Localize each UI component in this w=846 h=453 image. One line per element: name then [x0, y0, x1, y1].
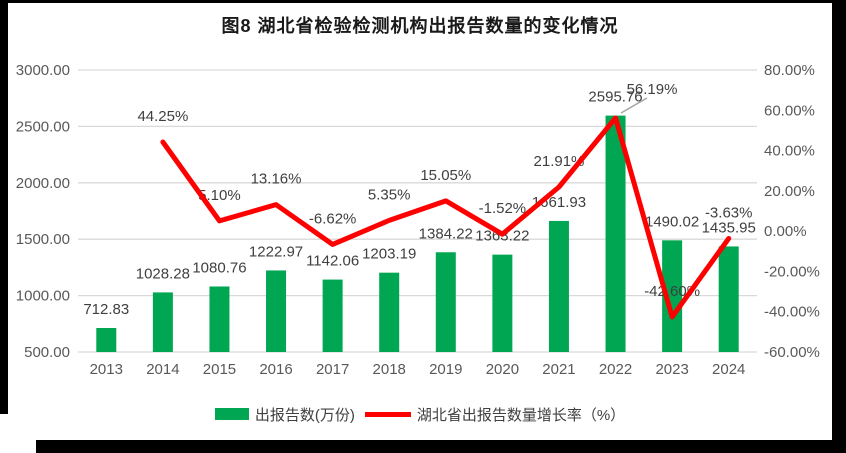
- bar-label: 1142.06: [306, 253, 359, 270]
- right-axis-tick-label: 20.00%: [764, 183, 815, 200]
- left-axis-tick-label: 2000.00: [16, 175, 70, 192]
- line-label: 21.91%: [534, 153, 585, 170]
- bar-2015: [209, 286, 230, 352]
- bar-2021: [548, 220, 569, 352]
- right-axis-tick-label: 40.00%: [764, 143, 815, 160]
- x-axis-label: 2022: [599, 361, 632, 378]
- left-axis-tick-label: 2500.00: [16, 118, 70, 135]
- line-label: 15.05%: [420, 167, 471, 184]
- bar-label: 1222.97: [249, 243, 303, 260]
- right-axis-tick-label: -20.00%: [764, 263, 820, 280]
- leader-line: [620, 97, 648, 114]
- frame-top-border: [0, 0, 846, 3]
- x-axis-label: 2020: [486, 361, 519, 378]
- line-label: 5.35%: [368, 186, 411, 203]
- line-label: -3.63%: [705, 204, 753, 221]
- bar-2014: [152, 292, 173, 352]
- right-axis-tick-label: 0.00%: [764, 223, 807, 240]
- x-axis-label: 2013: [90, 361, 123, 378]
- frame-right-border: [832, 0, 846, 453]
- frame-bottom-border: [36, 440, 846, 453]
- bar-2018: [379, 272, 400, 352]
- legend-line-label: 湖北省出报告数量增长率（%）: [416, 406, 626, 424]
- line-label: 13.16%: [251, 171, 302, 188]
- bar-label: 1435.95: [702, 219, 756, 236]
- bar-label: 712.83: [83, 301, 129, 318]
- bar-label: 1490.02: [645, 213, 699, 230]
- left-axis-tick-label: 1000.00: [16, 288, 70, 305]
- line-label: -6.62%: [309, 210, 357, 227]
- legend-line-swatch: [364, 411, 411, 417]
- right-axis-tick-label: 60.00%: [764, 102, 815, 119]
- x-axis-label: 2019: [429, 361, 462, 378]
- bar-2020: [492, 254, 513, 352]
- bar-2016: [266, 270, 287, 352]
- growth-rate-line: [160, 115, 732, 320]
- legend-bar-label: 出报告数(万份): [254, 406, 355, 424]
- legend-bar-swatch: [214, 408, 249, 420]
- left-axis-tick-label: 1500.00: [16, 231, 70, 248]
- bar-2024: [718, 246, 739, 352]
- legend: 出报告数(万份) 湖北省出报告数量增长率（%）: [8, 404, 832, 424]
- bar-2013: [96, 327, 117, 352]
- chart-title: 图8 湖北省检验检测机构出报告数量的变化情况: [221, 16, 619, 36]
- right-axis-tick-label: 80.00%: [764, 62, 815, 79]
- bar-label: 1203.19: [362, 246, 416, 263]
- left-axis-tick-label: 500.00: [24, 344, 70, 361]
- bar-label: 1028.28: [136, 265, 190, 282]
- x-axis-label: 2018: [373, 361, 406, 378]
- bar-2023: [662, 240, 683, 352]
- x-axis-label: 2023: [655, 361, 688, 378]
- bar-label: 1384.22: [419, 225, 473, 242]
- line-label: 56.19%: [627, 81, 678, 98]
- frame-left-border: [0, 0, 8, 414]
- x-axis-label: 2021: [542, 361, 575, 378]
- bar-2017: [322, 279, 343, 352]
- x-axis-label: 2016: [259, 361, 292, 378]
- line-label: 5.10%: [198, 187, 241, 204]
- x-axis-label: 2014: [146, 361, 179, 378]
- bar-2019: [435, 252, 456, 352]
- x-axis-label: 2017: [316, 361, 349, 378]
- bar-label: 1080.76: [192, 259, 246, 276]
- line-label: 44.25%: [137, 108, 188, 125]
- bar-2022: [605, 115, 626, 353]
- bar-label: 2595.76: [588, 89, 642, 106]
- left-axis-tick-label: 3000.00: [16, 62, 70, 79]
- x-axis-label: 2015: [203, 361, 236, 378]
- line-label: -1.52%: [479, 200, 527, 217]
- right-axis-tick-label: -60.00%: [764, 344, 820, 361]
- x-axis-label: 2024: [712, 361, 745, 378]
- right-axis-tick-label: -40.00%: [764, 304, 820, 321]
